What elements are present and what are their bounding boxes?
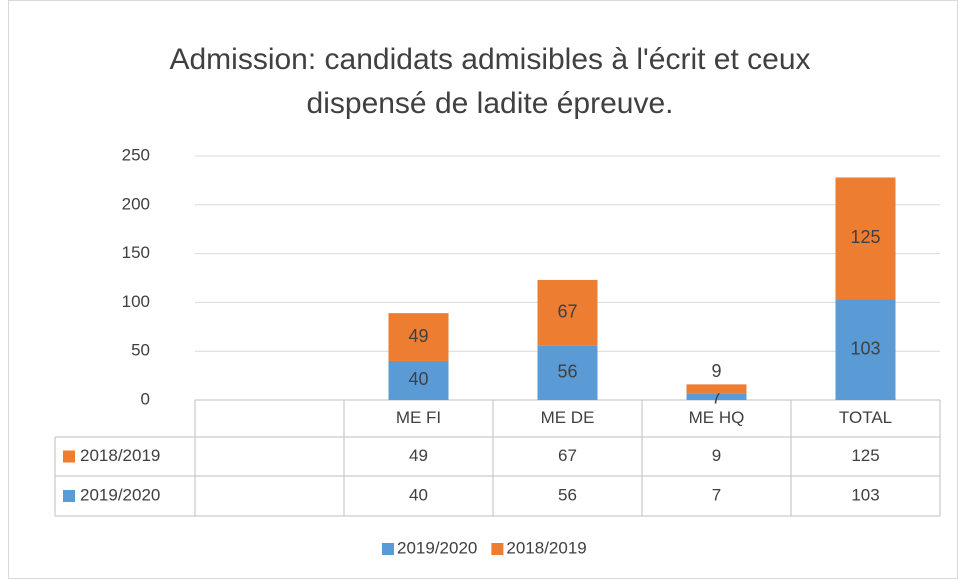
bar-segment: [835, 299, 896, 400]
y-tick-label: 0: [141, 389, 150, 408]
x-tick-label: ME FI: [396, 408, 441, 427]
chart-title: Admission: candidats admisibles à l'écri…: [169, 43, 811, 120]
bar-segment: [388, 360, 449, 400]
table-cell: 9: [712, 446, 721, 465]
y-tick-label: 200: [122, 194, 150, 213]
legend-key: [382, 543, 394, 555]
x-tick-label: ME HQ: [689, 408, 745, 427]
table-cell: 56: [558, 485, 577, 504]
table-cell: 125: [851, 446, 879, 465]
bar-segment: [388, 313, 449, 361]
bar-segment: [537, 279, 598, 346]
data-label: 67: [557, 301, 577, 321]
data-label: 40: [408, 369, 428, 389]
x-tick-label: TOTAL: [839, 408, 892, 427]
bar-segment: [537, 345, 598, 400]
legend-label: 2018/2019: [506, 538, 586, 557]
chart-border: [8, 0, 958, 579]
y-tick-label: 100: [122, 292, 150, 311]
x-tick-label: ME DE: [541, 408, 595, 427]
table-row-label: 2019/2020: [80, 485, 160, 504]
data-label: 125: [850, 227, 880, 247]
data-label: 49: [408, 326, 428, 346]
y-tick-label: 250: [122, 145, 150, 164]
data-label: 9: [711, 361, 721, 381]
table-cell: 7: [712, 485, 721, 504]
y-tick-label: 150: [122, 243, 150, 262]
legend-label: 2019/2020: [397, 538, 477, 557]
table-legend-key: [63, 450, 75, 463]
table-cell: 103: [851, 485, 879, 504]
table-legend-key: [63, 490, 75, 502]
table-cell: 40: [409, 485, 428, 504]
data-label: 103: [850, 338, 880, 358]
bar-segment: [835, 177, 896, 300]
bar-segment: [686, 384, 747, 394]
bar-segment: [686, 393, 747, 400]
legend-key: [491, 543, 504, 555]
table-row-label: 2018/2019: [80, 446, 160, 465]
data-label: 7: [711, 387, 721, 407]
y-tick-label: 50: [131, 341, 150, 360]
table-cell: 67: [558, 446, 577, 465]
data-label: 56: [557, 361, 577, 381]
table-cell: 49: [409, 446, 428, 465]
